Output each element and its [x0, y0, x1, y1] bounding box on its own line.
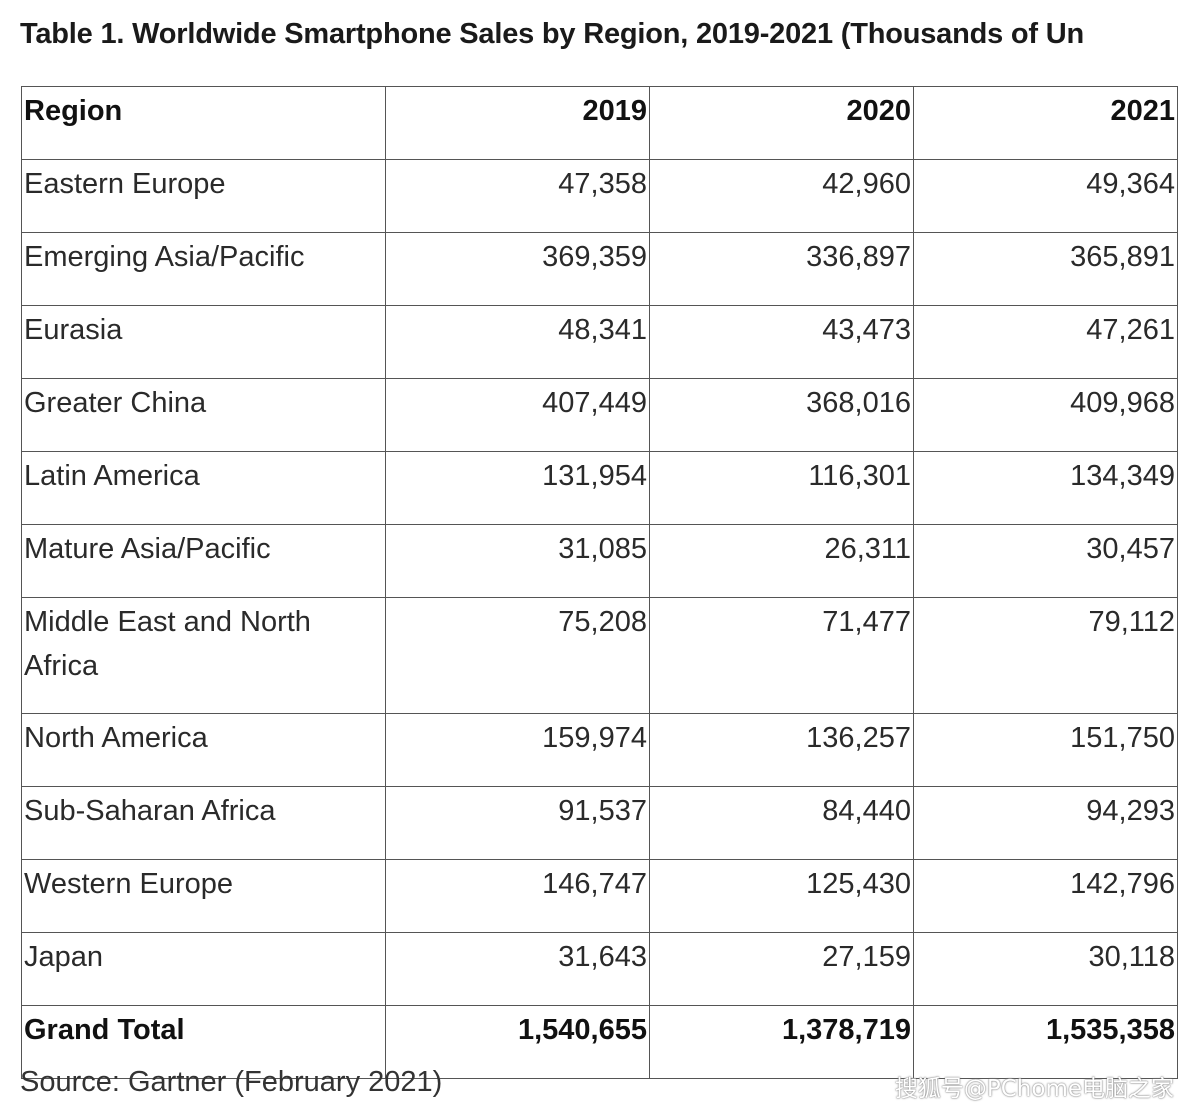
watermark: 搜狐号@PChome电脑之家 — [894, 1076, 1174, 1102]
table-row: Middle East and North Africa 75,208 71,4… — [21, 597, 1178, 714]
value-2021-cell: 134,349 — [913, 451, 1178, 525]
region-cell: Eastern Europe — [21, 159, 386, 233]
value-2020-cell: 71,477 — [649, 597, 914, 714]
grand-total-row: Grand Total 1,540,655 1,378,719 1,535,35… — [21, 1005, 1178, 1079]
value-2021-cell: 142,796 — [913, 859, 1178, 933]
value-2021-cell: 30,118 — [913, 932, 1178, 1006]
value-2021-cell: 79,112 — [913, 597, 1178, 714]
sales-table: Region 2019 2020 2021 Eastern Europe 47,… — [21, 86, 1178, 1079]
table-row: Mature Asia/Pacific 31,085 26,311 30,457 — [21, 524, 1178, 598]
table-header-row: Region 2019 2020 2021 — [21, 86, 1178, 160]
table-row: Western Europe 146,747 125,430 142,796 — [21, 859, 1178, 933]
value-2019-cell: 75,208 — [385, 597, 650, 714]
value-2020-cell: 43,473 — [649, 305, 914, 379]
value-2021-cell: 409,968 — [913, 378, 1178, 452]
value-2021-cell: 30,457 — [913, 524, 1178, 598]
value-2020-cell: 26,311 — [649, 524, 914, 598]
table-title: Table 1. Worldwide Smartphone Sales by R… — [20, 18, 1085, 50]
region-cell: Emerging Asia/Pacific — [21, 232, 386, 306]
table-row: Sub-Saharan Africa 91,537 84,440 94,293 — [21, 786, 1178, 860]
region-cell: Latin America — [21, 451, 386, 525]
value-2020-cell: 84,440 — [649, 786, 914, 860]
table-row: Eurasia 48,341 43,473 47,261 — [21, 305, 1178, 379]
region-cell: Western Europe — [21, 859, 386, 933]
value-2019-cell: 159,974 — [385, 713, 650, 787]
table-row: Greater China 407,449 368,016 409,968 — [21, 378, 1178, 452]
value-2020-cell: 336,897 — [649, 232, 914, 306]
value-2019-cell: 31,085 — [385, 524, 650, 598]
value-2020-cell: 116,301 — [649, 451, 914, 525]
header-2021: 2021 — [913, 86, 1178, 160]
value-2020-cell: 42,960 — [649, 159, 914, 233]
value-2021-cell: 151,750 — [913, 713, 1178, 787]
value-2019-cell: 91,537 — [385, 786, 650, 860]
value-2020-cell: 368,016 — [649, 378, 914, 452]
value-2019-cell: 31,643 — [385, 932, 650, 1006]
value-2020-cell: 125,430 — [649, 859, 914, 933]
region-cell: North America — [21, 713, 386, 787]
value-2021-cell: 94,293 — [913, 786, 1178, 860]
table-row: Japan 31,643 27,159 30,118 — [21, 932, 1178, 1006]
grand-total-2020: 1,378,719 — [649, 1005, 914, 1079]
value-2019-cell: 369,359 — [385, 232, 650, 306]
value-2021-cell: 47,261 — [913, 305, 1178, 379]
source-note: Source: Gartner (February 2021) — [20, 1066, 443, 1098]
value-2020-cell: 136,257 — [649, 713, 914, 787]
value-2019-cell: 47,358 — [385, 159, 650, 233]
value-2019-cell: 407,449 — [385, 378, 650, 452]
value-2019-cell: 48,341 — [385, 305, 650, 379]
value-2019-cell: 131,954 — [385, 451, 650, 525]
table-row: Eastern Europe 47,358 42,960 49,364 — [21, 159, 1178, 233]
table-row: Latin America 131,954 116,301 134,349 — [21, 451, 1178, 525]
table-row: Emerging Asia/Pacific 369,359 336,897 36… — [21, 232, 1178, 306]
value-2020-cell: 27,159 — [649, 932, 914, 1006]
value-2019-cell: 146,747 — [385, 859, 650, 933]
value-2021-cell: 49,364 — [913, 159, 1178, 233]
table-row: North America 159,974 136,257 151,750 — [21, 713, 1178, 787]
region-cell: Sub-Saharan Africa — [21, 786, 386, 860]
grand-total-2019: 1,540,655 — [385, 1005, 650, 1079]
region-cell: Mature Asia/Pacific — [21, 524, 386, 598]
header-region: Region — [21, 86, 386, 160]
region-cell: Greater China — [21, 378, 386, 452]
value-2021-cell: 365,891 — [913, 232, 1178, 306]
grand-total-2021: 1,535,358 — [913, 1005, 1178, 1079]
grand-total-label: Grand Total — [21, 1005, 386, 1079]
header-2020: 2020 — [649, 86, 914, 160]
header-2019: 2019 — [385, 86, 650, 160]
region-cell: Eurasia — [21, 305, 386, 379]
region-cell: Japan — [21, 932, 386, 1006]
region-cell: Middle East and North Africa — [21, 597, 386, 714]
